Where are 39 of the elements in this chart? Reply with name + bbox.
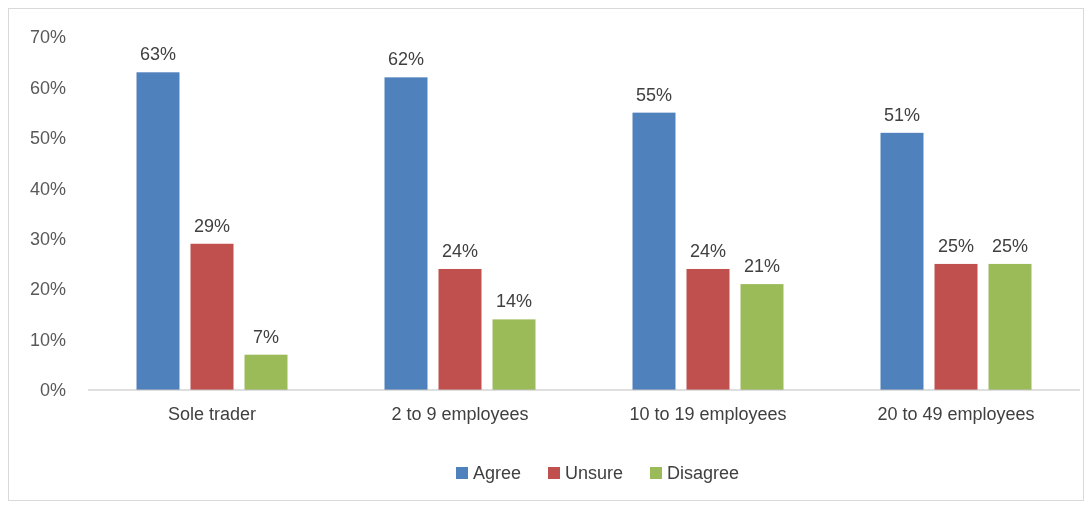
bar — [244, 354, 288, 390]
y-tick-label: 60% — [29, 77, 66, 98]
x-tick-label: 20 to 49 employees — [877, 404, 1035, 424]
bar — [190, 243, 234, 390]
data-label: 51% — [883, 104, 921, 125]
legend-label: Agree — [473, 463, 522, 484]
bar — [632, 112, 676, 390]
bar — [934, 263, 978, 390]
x-tick-label: 2 to 9 employees — [391, 404, 529, 424]
data-label: 14% — [495, 291, 533, 312]
bar — [880, 132, 924, 390]
y-tick-label: 50% — [29, 128, 66, 149]
data-label: 21% — [743, 256, 781, 277]
data-label: 25% — [991, 235, 1029, 256]
data-label: 63% — [139, 44, 177, 65]
x-tick-label: Sole trader — [167, 404, 257, 424]
data-label: 24% — [441, 240, 479, 261]
bar — [136, 72, 180, 390]
y-tick-label: 70% — [29, 27, 66, 48]
legend-label: Unsure — [565, 463, 624, 484]
y-tick-label: 10% — [29, 329, 66, 350]
bar — [686, 268, 730, 390]
data-label: 55% — [635, 84, 673, 105]
bar — [438, 268, 482, 390]
data-label: 29% — [193, 215, 231, 236]
bar — [988, 263, 1032, 390]
y-tick-label: 40% — [29, 178, 66, 199]
y-tick-label: 20% — [29, 279, 66, 300]
data-label: 25% — [937, 235, 975, 256]
data-label: 62% — [387, 49, 425, 70]
bar — [384, 77, 428, 390]
y-tick-label: 30% — [29, 229, 66, 250]
legend-label: Disagree — [667, 463, 740, 484]
data-label: 24% — [689, 240, 727, 261]
x-tick-label: 10 to 19 employees — [629, 404, 787, 424]
data-label: 7% — [252, 326, 280, 347]
y-tick-label: 0% — [39, 380, 66, 401]
bar — [492, 319, 536, 390]
bar — [740, 284, 784, 390]
